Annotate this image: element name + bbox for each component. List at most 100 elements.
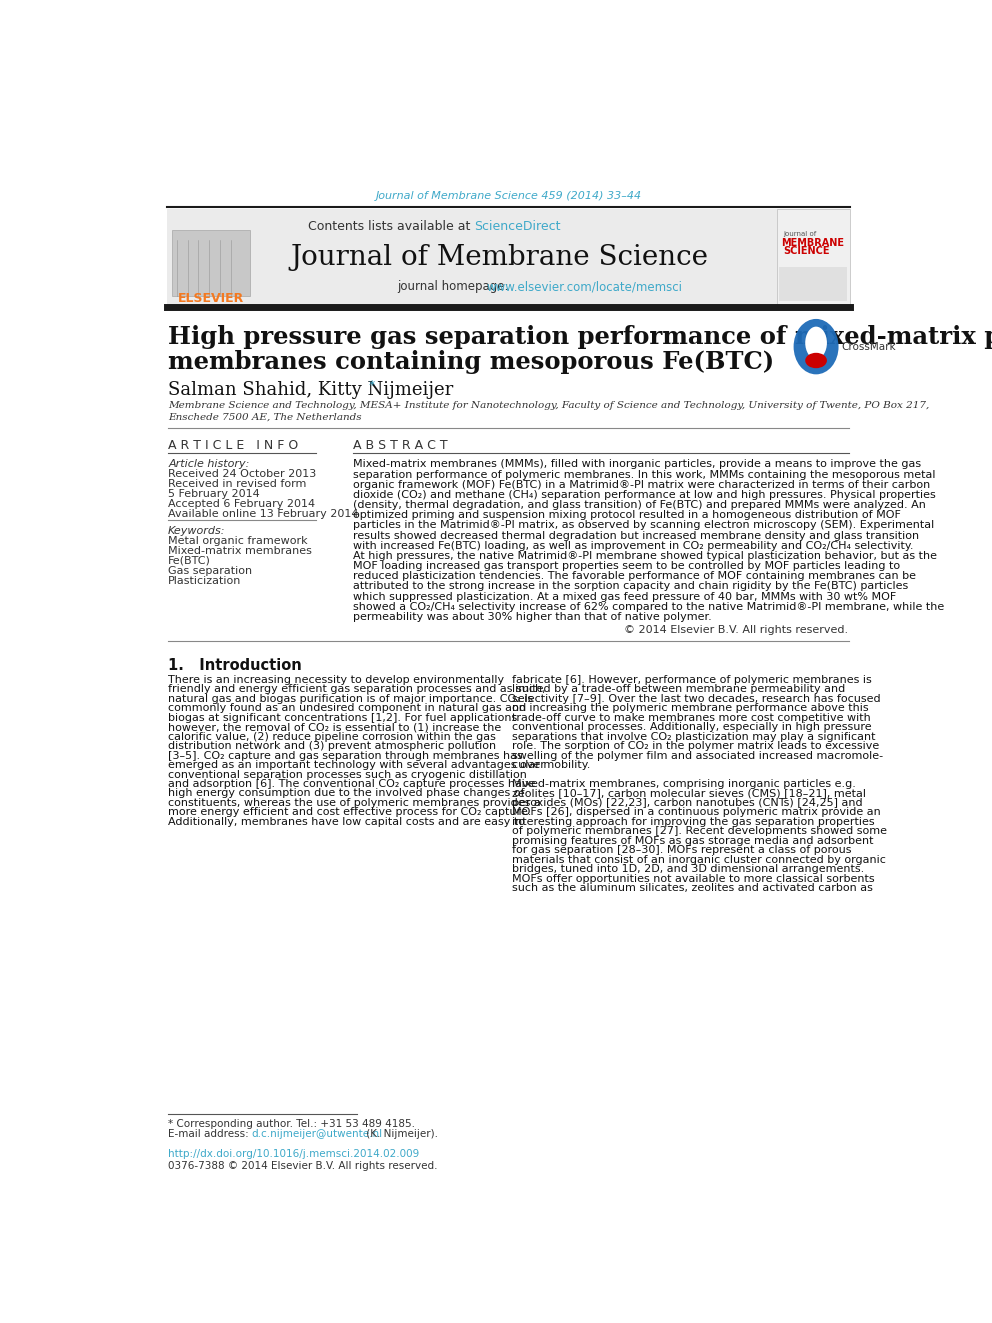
Text: Fe(BTC): Fe(BTC) xyxy=(169,556,211,566)
Text: Gas separation: Gas separation xyxy=(169,566,252,576)
Text: biogas at significant concentrations [1,2]. For fuel applications: biogas at significant concentrations [1,… xyxy=(169,713,518,722)
Ellipse shape xyxy=(794,319,838,374)
Text: Received in revised form: Received in revised form xyxy=(169,479,307,488)
Text: Membrane Science and Technology, MESA+ Institute for Nanotechnology, Faculty of : Membrane Science and Technology, MESA+ I… xyxy=(169,401,930,410)
Text: d.c.nijmeijer@utwente.nl: d.c.nijmeijer@utwente.nl xyxy=(252,1130,383,1139)
Text: and adsorption [6]. The conventional CO₂ capture processes have: and adsorption [6]. The conventional CO₂… xyxy=(169,779,536,789)
Text: calorific value, (2) reduce pipeline corrosion within the gas: calorific value, (2) reduce pipeline cor… xyxy=(169,732,496,742)
Text: organic framework (MOF) Fe(BTC) in a Matrimid®-PI matrix were characterized in t: organic framework (MOF) Fe(BTC) in a Mat… xyxy=(352,480,930,490)
Text: Accepted 6 February 2014: Accepted 6 February 2014 xyxy=(169,499,315,509)
Text: fabricate [6]. However, performance of polymeric membranes is: fabricate [6]. However, performance of p… xyxy=(512,675,871,685)
Text: for gas separation [28–30]. MOFs represent a class of porous: for gas separation [28–30]. MOFs represe… xyxy=(512,845,851,855)
Text: interesting approach for improving the gas separation properties: interesting approach for improving the g… xyxy=(512,816,874,827)
Text: (K. Nijmeijer).: (K. Nijmeijer). xyxy=(363,1130,438,1139)
Text: results showed decreased thermal degradation but increased membrane density and : results showed decreased thermal degrada… xyxy=(352,531,919,541)
Text: Metal organic framework: Metal organic framework xyxy=(169,536,308,545)
Text: Mixed-matrix membranes, comprising inorganic particles e.g.: Mixed-matrix membranes, comprising inorg… xyxy=(512,779,855,789)
Text: At high pressures, the native Matrimid®-PI membrane showed typical plasticizatio: At high pressures, the native Matrimid®-… xyxy=(352,550,936,561)
Text: however, the removal of CO₂ is essential to (1) increase the: however, the removal of CO₂ is essential… xyxy=(169,722,501,732)
Text: Mixed-matrix membranes: Mixed-matrix membranes xyxy=(169,545,312,556)
Text: conventional processes. Additionally, especially in high pressure: conventional processes. Additionally, es… xyxy=(512,722,871,732)
Text: constituents, whereas the use of polymeric membranes provides a: constituents, whereas the use of polymer… xyxy=(169,798,541,808)
Text: MEMBRANE: MEMBRANE xyxy=(782,238,844,247)
Text: high energy consumption due to the involved phase changes of: high energy consumption due to the invol… xyxy=(169,789,525,799)
Text: optimized priming and suspension mixing protocol resulted in a homogeneous distr: optimized priming and suspension mixing … xyxy=(352,511,901,520)
Text: friendly and energy efficient gas separation processes and as such,: friendly and energy efficient gas separa… xyxy=(169,684,546,695)
Text: more energy efficient and cost effective process for CO₂ capture.: more energy efficient and cost effective… xyxy=(169,807,532,818)
Text: zeolites [10–17], carbon molecular sieves (CMS) [18–21], metal: zeolites [10–17], carbon molecular sieve… xyxy=(512,789,865,799)
Text: promising features of MOFs as gas storage media and adsorbent: promising features of MOFs as gas storag… xyxy=(512,836,873,845)
Ellipse shape xyxy=(806,327,827,359)
FancyBboxPatch shape xyxy=(172,230,250,296)
Text: Mixed-matrix membranes (MMMs), filled with inorganic particles, provide a means : Mixed-matrix membranes (MMMs), filled wi… xyxy=(352,459,921,470)
Text: Enschede 7500 AE, The Netherlands: Enschede 7500 AE, The Netherlands xyxy=(169,413,362,421)
Text: role. The sorption of CO₂ in the polymer matrix leads to excessive: role. The sorption of CO₂ in the polymer… xyxy=(512,741,879,751)
Text: MOFs offer opportunities not available to more classical sorbents: MOFs offer opportunities not available t… xyxy=(512,873,874,884)
Text: E-mail address:: E-mail address: xyxy=(169,1130,252,1139)
Text: Plasticization: Plasticization xyxy=(169,576,241,586)
Text: Received 24 October 2013: Received 24 October 2013 xyxy=(169,468,316,479)
Text: www.elsevier.com/locate/memsci: www.elsevier.com/locate/memsci xyxy=(487,280,682,294)
Text: A R T I C L E   I N F O: A R T I C L E I N F O xyxy=(169,439,299,452)
Text: distribution network and (3) prevent atmospheric pollution: distribution network and (3) prevent atm… xyxy=(169,741,496,751)
Text: materials that consist of an inorganic cluster connected by organic: materials that consist of an inorganic c… xyxy=(512,855,886,865)
Text: 1.   Introduction: 1. Introduction xyxy=(169,658,302,673)
Text: (density, thermal degradation, and glass transition) of Fe(BTC) and prepared MMM: (density, thermal degradation, and glass… xyxy=(352,500,926,511)
FancyBboxPatch shape xyxy=(777,209,850,306)
Text: limited by a trade-off between membrane permeability and: limited by a trade-off between membrane … xyxy=(512,684,845,695)
Text: MOFs [26], dispersed in a continuous polymeric matrix provide an: MOFs [26], dispersed in a continuous pol… xyxy=(512,807,880,818)
Text: 0376-7388 © 2014 Elsevier B.V. All rights reserved.: 0376-7388 © 2014 Elsevier B.V. All right… xyxy=(169,1160,437,1171)
Text: conventional separation processes such as cryogenic distillation: conventional separation processes such a… xyxy=(169,770,527,779)
Text: Journal of Membrane Science: Journal of Membrane Science xyxy=(290,243,708,271)
Text: A B S T R A C T: A B S T R A C T xyxy=(352,439,447,452)
Text: *: * xyxy=(369,378,375,392)
Text: Available online 13 February 2014: Available online 13 February 2014 xyxy=(169,509,359,519)
Text: separations that involve CO₂ plasticization may play a significant: separations that involve CO₂ plasticizat… xyxy=(512,732,875,742)
FancyBboxPatch shape xyxy=(167,209,850,306)
Text: membranes containing mesoporous Fe(BTC): membranes containing mesoporous Fe(BTC) xyxy=(169,351,775,374)
Text: with increased Fe(BTC) loading, as well as improvement in CO₂ permeability and C: with increased Fe(BTC) loading, as well … xyxy=(352,541,913,550)
Text: Salman Shahid, Kitty Nijmeijer: Salman Shahid, Kitty Nijmeijer xyxy=(169,381,453,398)
Text: ELSEVIER: ELSEVIER xyxy=(178,292,244,306)
Text: permeability was about 30% higher than that of native polymer.: permeability was about 30% higher than t… xyxy=(352,613,711,622)
Text: High pressure gas separation performance of mixed-matrix polymer: High pressure gas separation performance… xyxy=(169,325,992,349)
Text: on increasing the polymeric membrane performance above this: on increasing the polymeric membrane per… xyxy=(512,704,868,713)
Text: Article history:: Article history: xyxy=(169,459,250,468)
Text: Contents lists available at: Contents lists available at xyxy=(308,220,474,233)
Text: CrossMark: CrossMark xyxy=(841,341,896,352)
Text: MOF loading increased gas transport properties seem to be controlled by MOF part: MOF loading increased gas transport prop… xyxy=(352,561,900,572)
FancyBboxPatch shape xyxy=(779,266,847,302)
Text: SCIENCE: SCIENCE xyxy=(783,246,829,257)
Text: journal homepage:: journal homepage: xyxy=(397,280,512,294)
Text: * Corresponding author. Tel.: +31 53 489 4185.: * Corresponding author. Tel.: +31 53 489… xyxy=(169,1118,416,1129)
Text: emerged as an important technology with several advantages over: emerged as an important technology with … xyxy=(169,759,545,770)
Text: such as the aluminum silicates, zeolites and activated carbon as: such as the aluminum silicates, zeolites… xyxy=(512,884,872,893)
Text: © 2014 Elsevier B.V. All rights reserved.: © 2014 Elsevier B.V. All rights reserved… xyxy=(625,626,848,635)
Text: trade-off curve to make membranes more cost competitive with: trade-off curve to make membranes more c… xyxy=(512,713,870,722)
Text: bridges, tuned into 1D, 2D, and 3D dimensional arrangements.: bridges, tuned into 1D, 2D, and 3D dimen… xyxy=(512,864,864,875)
Text: peroxides (MOs) [22,23], carbon nanotubes (CNTs) [24,25] and: peroxides (MOs) [22,23], carbon nanotube… xyxy=(512,798,862,808)
Text: swelling of the polymer film and associated increased macromole-: swelling of the polymer film and associa… xyxy=(512,750,883,761)
Text: dioxide (CO₂) and methane (CH₄) separation performance at low and high pressures: dioxide (CO₂) and methane (CH₄) separati… xyxy=(352,490,935,500)
Text: attributed to the strong increase in the sorption capacity and chain rigidity by: attributed to the strong increase in the… xyxy=(352,581,908,591)
Text: 5 February 2014: 5 February 2014 xyxy=(169,488,260,499)
Text: Journal of Membrane Science 459 (2014) 33–44: Journal of Membrane Science 459 (2014) 3… xyxy=(375,191,642,201)
Text: particles in the Matrimid®-PI matrix, as observed by scanning electron microscop: particles in the Matrimid®-PI matrix, as… xyxy=(352,520,933,531)
Text: Keywords:: Keywords: xyxy=(169,525,225,536)
Text: which suppressed plasticization. At a mixed gas feed pressure of 40 bar, MMMs wi: which suppressed plasticization. At a mi… xyxy=(352,591,896,602)
Text: of polymeric membranes [27]. Recent developments showed some: of polymeric membranes [27]. Recent deve… xyxy=(512,827,887,836)
Text: separation performance of polymeric membranes. In this work, MMMs containing the: separation performance of polymeric memb… xyxy=(352,470,935,480)
Ellipse shape xyxy=(806,353,827,368)
Text: showed a CO₂/CH₄ selectivity increase of 62% compared to the native Matrimid®-PI: showed a CO₂/CH₄ selectivity increase of… xyxy=(352,602,943,611)
Text: There is an increasing necessity to develop environmentally: There is an increasing necessity to deve… xyxy=(169,675,504,685)
Text: selectivity [7–9]. Over the last two decades, research has focused: selectivity [7–9]. Over the last two dec… xyxy=(512,693,880,704)
Text: commonly found as an undesired component in natural gas and: commonly found as an undesired component… xyxy=(169,704,527,713)
Text: Additionally, membranes have low capital costs and are easy to: Additionally, membranes have low capital… xyxy=(169,816,525,827)
Text: [3–5]. CO₂ capture and gas separation through membranes has: [3–5]. CO₂ capture and gas separation th… xyxy=(169,750,523,761)
Text: ScienceDirect: ScienceDirect xyxy=(474,220,560,233)
Text: reduced plasticization tendencies. The favorable performance of MOF containing m: reduced plasticization tendencies. The f… xyxy=(352,572,916,581)
Text: cular mobility.: cular mobility. xyxy=(512,759,590,770)
Text: journal of: journal of xyxy=(783,232,816,237)
Text: http://dx.doi.org/10.1016/j.memsci.2014.02.009: http://dx.doi.org/10.1016/j.memsci.2014.… xyxy=(169,1150,420,1159)
Text: natural gas and biogas purification is of major importance. CO₂ is: natural gas and biogas purification is o… xyxy=(169,693,534,704)
